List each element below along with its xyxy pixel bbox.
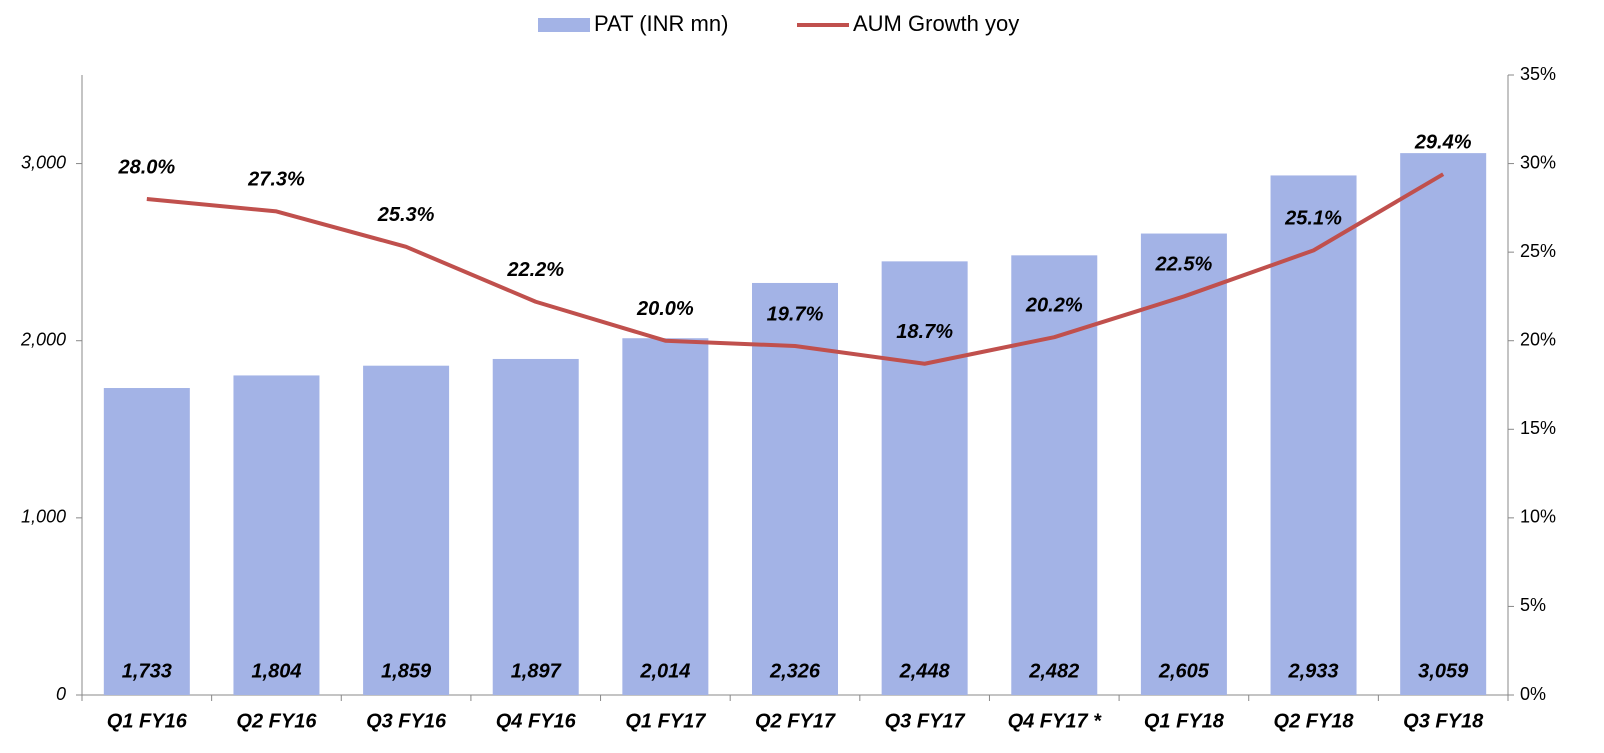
bar [881,261,968,695]
bar [1270,175,1357,695]
line-value-label: 18.7% [896,321,953,343]
bar [1011,255,1098,695]
line-value-label: 20.2% [1025,294,1083,316]
bar-value-label: 1,859 [381,660,432,682]
x-tick-label: Q1 FY16 [107,710,188,732]
line-value-label: 20.0% [636,298,694,320]
legend-label: PAT (INR mn) [594,11,728,36]
line-value-label: 29.4% [1414,131,1472,153]
x-tick-label: Q2 FY18 [1274,710,1355,732]
bar-value-label: 1,804 [251,660,301,682]
y2-tick-label: 15% [1520,418,1556,438]
x-tick-label: Q3 FY17 [885,710,966,732]
bar [492,358,579,695]
legend-swatch [538,18,590,32]
line-value-label: 19.7% [767,303,824,325]
y-tick-label: 0 [56,684,66,704]
line [146,172,1445,366]
y-tick-label: 2,000 [20,329,66,349]
line-value-label: 22.2% [506,259,564,281]
y2-tick-label: 5% [1520,595,1546,615]
bar-value-label: 1,733 [122,660,172,682]
line-value-label: 25.1% [1284,208,1342,230]
y2-tick-label: 35% [1520,64,1556,84]
line-value-label: 27.3% [247,169,305,191]
x-tick-label: Q2 FY16 [236,710,317,732]
bar [1140,233,1227,696]
bar-value-label: 2,326 [769,660,821,682]
bar-value-label: 3,059 [1418,660,1469,682]
line-value-label: 28.0% [117,156,175,178]
x-tick-label: Q4 FY17 * [1008,710,1103,732]
bar [1400,153,1487,695]
bar [622,338,709,695]
y2-tick-label: 10% [1520,507,1556,527]
x-tick-label: Q3 FY18 [1403,710,1484,732]
line-value-label: 22.5% [1155,254,1213,276]
bar-value-label: 2,448 [899,660,951,682]
bar-value-label: 1,897 [511,660,562,682]
legend-label: AUM Growth yoy [853,11,1019,36]
x-tick-label: Q4 FY16 [496,710,577,732]
x-tick-label: Q1 FY17 [625,710,706,732]
bar-value-label: 2,482 [1028,660,1079,682]
x-tick-label: Q3 FY16 [366,710,447,732]
bar-value-label: 2,933 [1288,660,1339,682]
bar-value-label: 2,605 [1158,660,1210,682]
y2-tick-label: 0% [1520,684,1546,704]
x-tick-label: Q1 FY18 [1144,710,1225,732]
line-value-label: 25.3% [377,204,435,226]
y2-tick-label: 30% [1520,152,1556,172]
y-tick-label: 3,000 [21,152,66,172]
bar [233,375,320,695]
bar-value-label: 2,014 [639,660,690,682]
bar [103,388,190,695]
y-tick-label: 1,000 [21,507,66,527]
x-tick-label: Q2 FY17 [755,710,836,732]
y2-tick-label: 20% [1520,329,1556,349]
y2-tick-label: 25% [1520,241,1556,261]
bar [363,365,450,695]
